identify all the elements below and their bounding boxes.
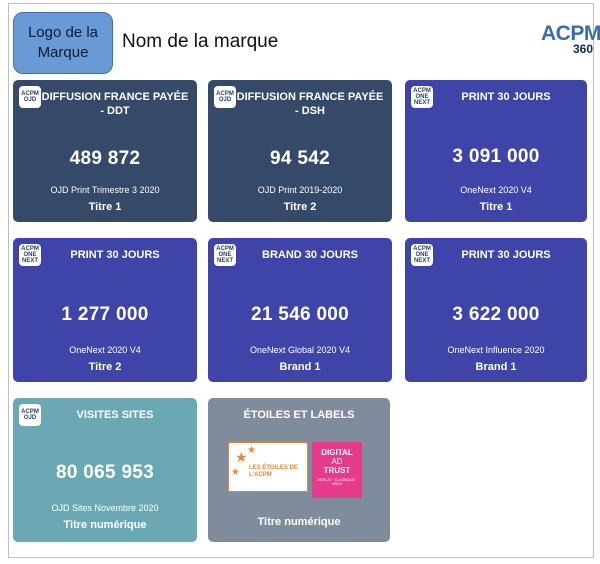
card-title: PRINT 30 JOURS [461,91,551,103]
card-title: PRINT 30 JOURS [461,249,551,261]
trust-logo-line2: AD [331,457,343,466]
trust-logo-small: DISPLAY · CLASSIQUE · VIDEO [317,478,357,486]
brand-name: Nom de la marque [122,31,279,52]
acpm-360-logo: ACPM 360 [541,22,600,56]
acpm-logo-360: 360 [572,42,593,56]
card-source: OneNext Influence 2020 [447,345,545,355]
onenext-badge-icon: ACPM ONE NEXT [411,86,433,108]
card-label: Brand 1 [475,361,517,373]
star-icon: ★ [235,449,248,465]
brand-logo-text: Logo de la Marque [27,24,99,61]
labels-card[interactable]: ÉTOILES ET LABELS ★ ★ ★ LES ÉTOILES DE L… [208,398,390,542]
card-value: 3 091 000 [452,146,540,167]
card-label: Titre 1 [479,201,513,213]
card-label: Titre 2 [88,361,122,373]
card-source: OJD Sites Novembre 2020 [51,503,159,513]
card-label: Titre numérique [257,516,341,528]
card-title: PRINT 30 JOURS [70,249,160,261]
card-source: OneNext Global 2020 V4 [249,345,351,355]
kpi-card[interactable]: ACPM ONE NEXT BRAND 30 JOURS 21 546 000 … [208,238,392,382]
kpi-card[interactable]: ACPM OJD DIFFUSION FRANCE PAYÉE - DSH 94… [208,80,392,222]
onenext-badge-icon: ACPM ONE NEXT [411,244,433,266]
kpi-card[interactable]: ACPM ONE NEXT PRINT 30 JOURS 3 091 000 O… [405,80,587,222]
kpi-card[interactable]: ACPM OJD DIFFUSION FRANCE PAYÉE - DDT 48… [13,80,197,222]
card-value: 489 872 [69,148,141,169]
trust-logo-line3: TRUST [323,466,351,475]
dashboard-frame: Logo de la Marque Nom de la marque ACPM … [8,3,600,558]
card-title: ÉTOILES ET LABELS [243,409,355,421]
card-value: 94 542 [270,148,330,169]
card-source: OneNext 2020 V4 [69,345,141,355]
brand-logo-placeholder: Logo de la Marque [13,12,113,74]
card-source: OJD Print Trimestre 3 2020 [50,185,160,195]
kpi-card[interactable]: ACPM ONE NEXT PRINT 30 JOURS 1 277 000 O… [13,238,197,382]
card-title: BRAND 30 JOURS [262,249,358,261]
card-source: OJD Print 2019-2020 [257,185,343,195]
etoiles-logo-text: LES ÉTOILES DE L'ACPM [249,465,298,478]
onenext-badge-icon: ACPM ONE NEXT [19,244,41,266]
acpm-logo-text: ACPM [541,22,600,45]
card-source: OneNext 2020 V4 [460,185,532,195]
card-title: DIFFUSION FRANCE PAYÉE - DDT [41,91,189,117]
card-value: 21 546 000 [250,304,350,325]
card-label: Brand 1 [279,361,321,373]
trust-logo-line1: DIGITAL [321,448,353,457]
ojd-badge-icon: ACPM OJD [19,404,41,426]
etoiles-acpm-logo: ★ ★ ★ LES ÉTOILES DE L'ACPM [228,442,308,492]
card-label: Titre 2 [283,201,317,213]
star-icon: ★ [247,445,256,456]
ojd-badge-icon: ACPM OJD [19,86,41,108]
digital-ad-trust-logo: DIGITAL AD TRUST DISPLAY · CLASSIQUE · V… [312,442,362,498]
kpi-card[interactable]: ACPM OJD VISITES SITES 80 065 953 OJD Si… [13,398,197,542]
card-label: Titre 1 [88,201,122,213]
onenext-badge-icon: ACPM ONE NEXT [214,244,236,266]
card-title: VISITES SITES [76,409,154,421]
kpi-card[interactable]: ACPM ONE NEXT PRINT 30 JOURS 3 622 000 O… [405,238,587,382]
star-icon: ★ [231,467,240,478]
ojd-badge-icon: ACPM OJD [214,86,236,108]
card-title: DIFFUSION FRANCE PAYÉE - DSH [236,91,384,117]
card-label: Titre numérique [63,519,147,531]
card-value: 80 065 953 [55,462,155,483]
card-value: 1 277 000 [61,304,149,325]
card-value: 3 622 000 [452,304,540,325]
